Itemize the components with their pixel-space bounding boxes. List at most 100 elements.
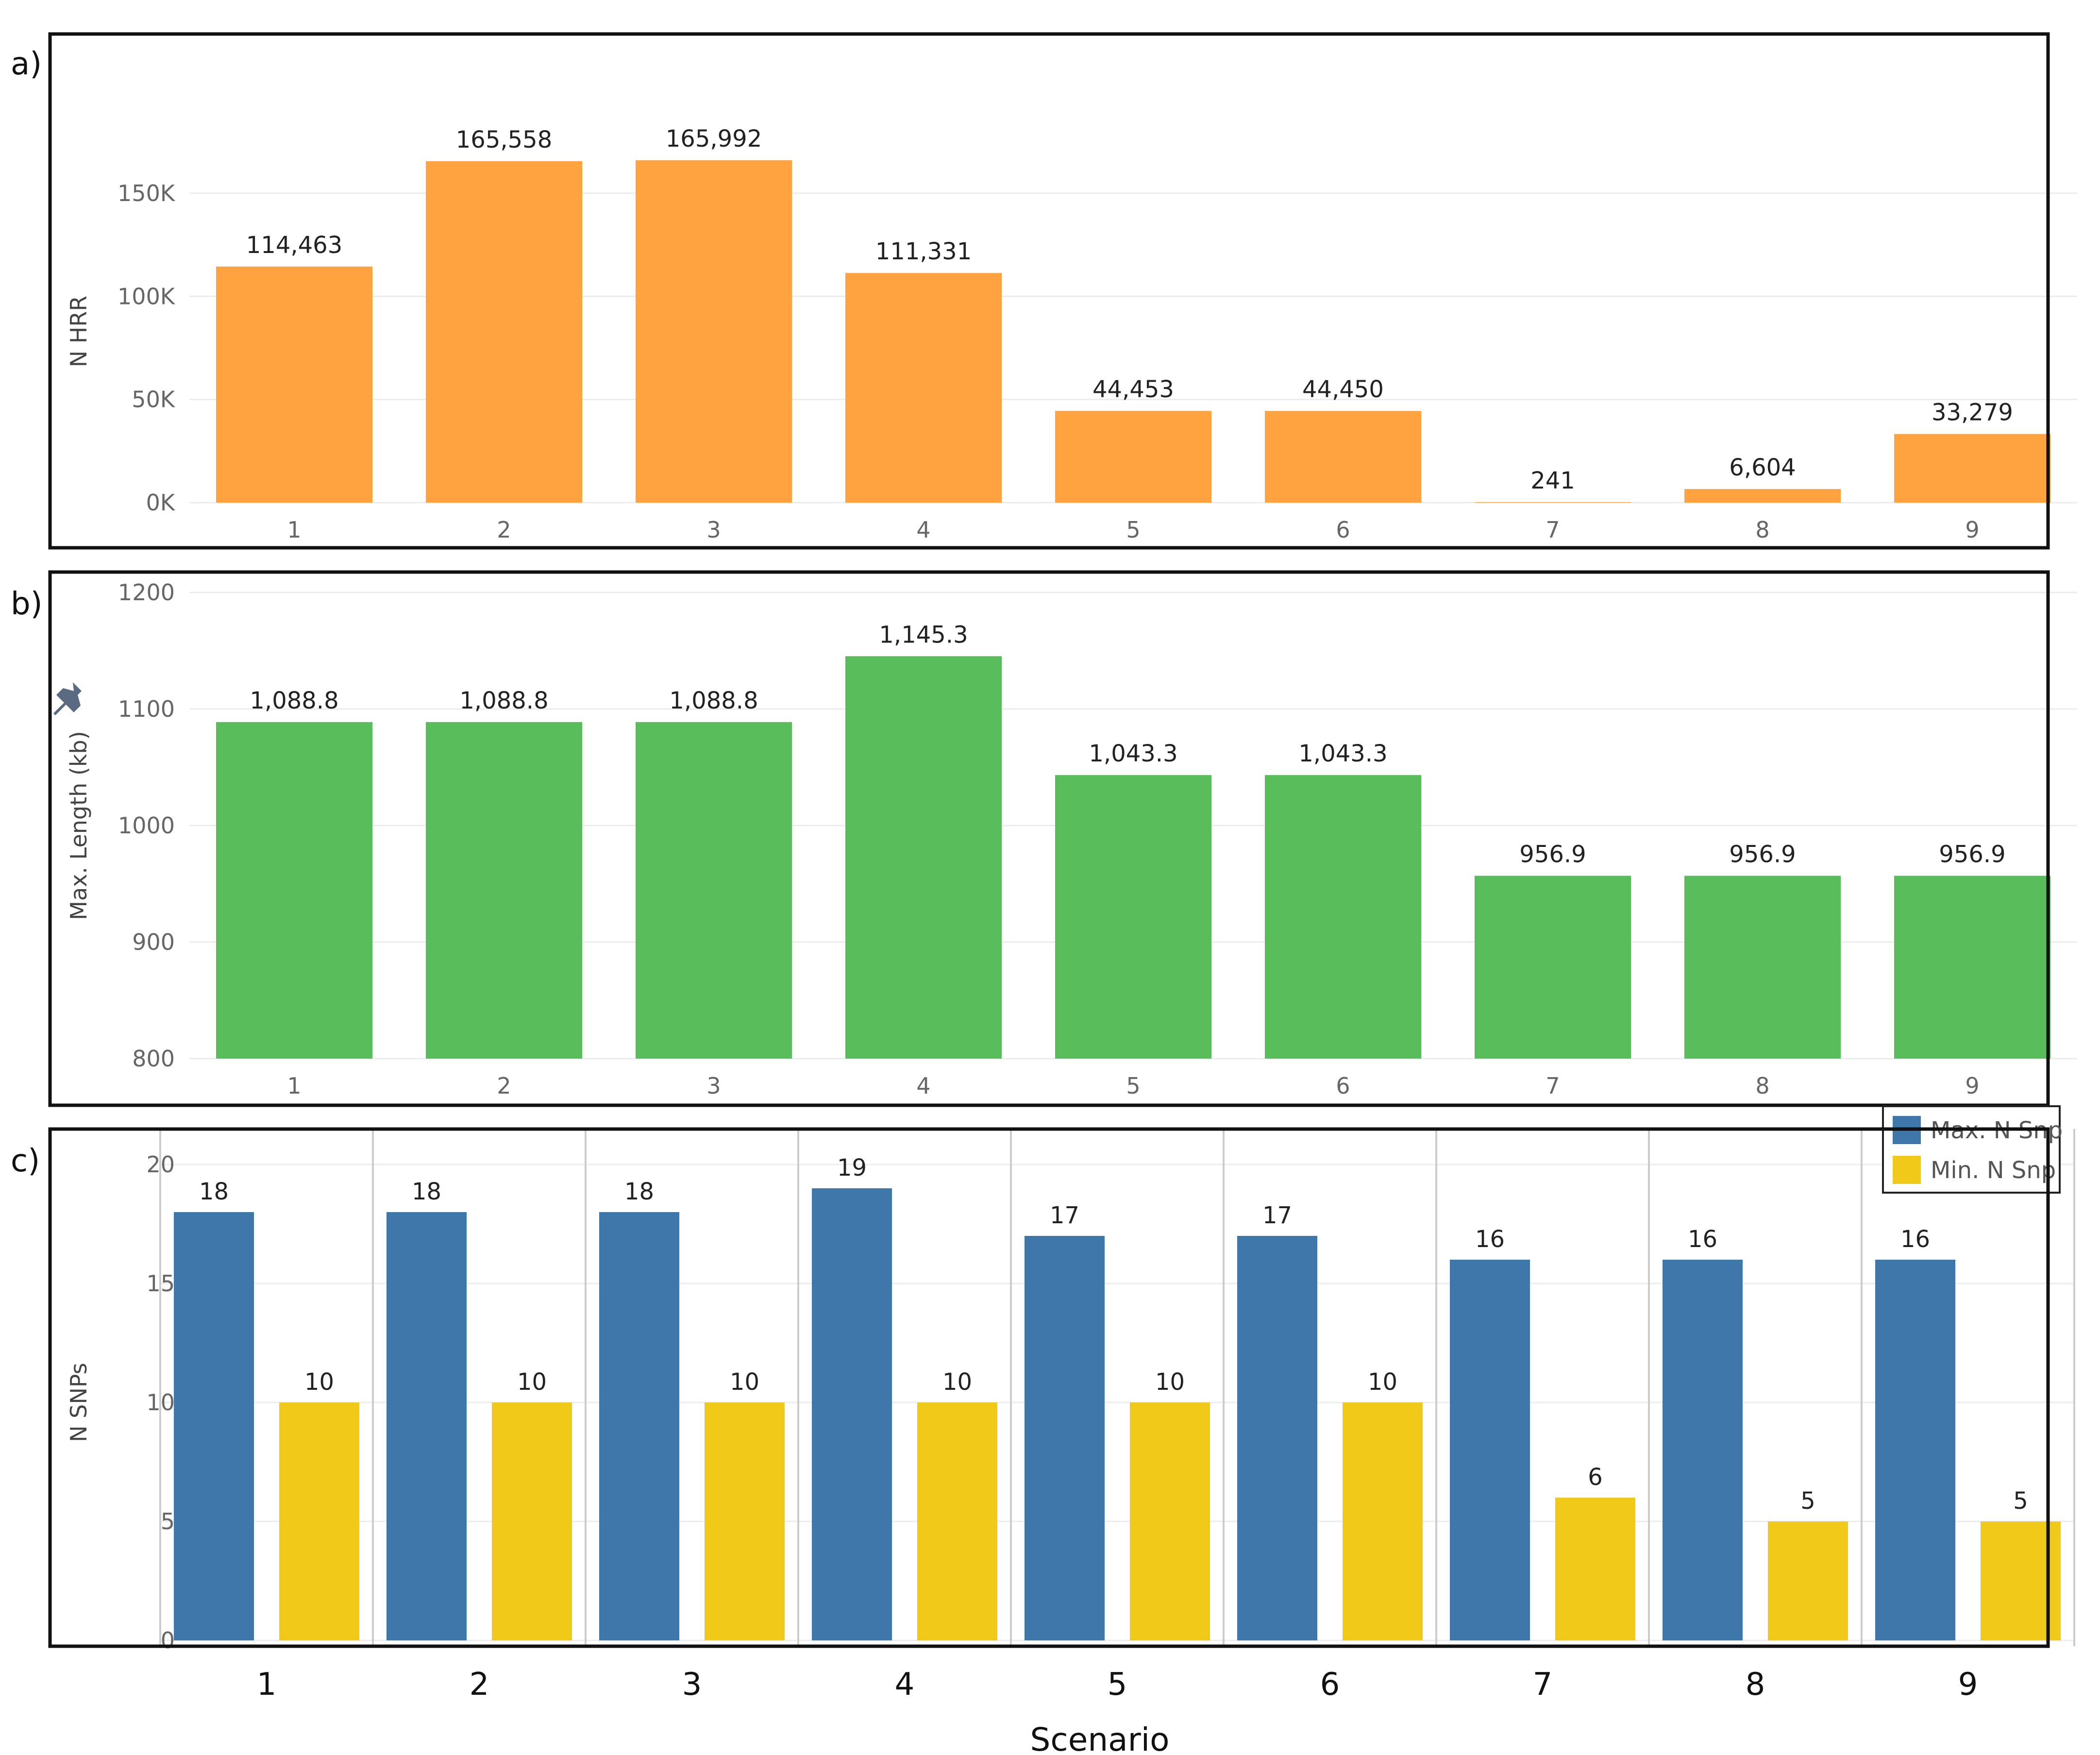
y-tick-label: 10 bbox=[146, 1389, 175, 1416]
x-tick-label: 2 bbox=[497, 517, 511, 543]
y-tick-label: 1000 bbox=[118, 812, 175, 839]
bar-value-label: 1,145.3 bbox=[879, 621, 968, 648]
bar bbox=[1265, 775, 1421, 1059]
bar-value-label: 10 bbox=[1155, 1368, 1185, 1396]
panel-label: c) bbox=[11, 1143, 40, 1179]
y-axis-title: Max. Length (kb) bbox=[66, 731, 92, 920]
bar-value-label: 6,604 bbox=[1729, 454, 1796, 481]
y-tick-label: 15 bbox=[146, 1270, 175, 1297]
bar bbox=[279, 1402, 359, 1640]
bar-value-label: 111,331 bbox=[875, 238, 972, 265]
bar-value-label: 10 bbox=[304, 1368, 334, 1396]
bar-value-label: 16 bbox=[1900, 1226, 1930, 1253]
bar-value-label: 44,450 bbox=[1302, 376, 1384, 403]
bar bbox=[1768, 1521, 1848, 1640]
bar bbox=[845, 656, 1002, 1059]
x-tick-label: 2 bbox=[497, 1073, 511, 1099]
bar-value-label: 44,453 bbox=[1092, 376, 1174, 403]
y-tick-label: 150K bbox=[118, 180, 176, 206]
bar bbox=[1055, 411, 1211, 503]
y-tick-label: 900 bbox=[132, 929, 175, 955]
y-tick-label: 0 bbox=[161, 1627, 175, 1654]
bar-value-label: 17 bbox=[1050, 1202, 1079, 1229]
bar-value-label: 18 bbox=[412, 1178, 441, 1205]
bar bbox=[1130, 1402, 1210, 1640]
y-tick-label: 5 bbox=[161, 1508, 175, 1535]
x-tick-label: 4 bbox=[916, 1073, 930, 1099]
bar bbox=[1663, 1260, 1743, 1640]
x-tick-label: 7 bbox=[1533, 1667, 1553, 1703]
y-tick-label: 100K bbox=[118, 283, 176, 309]
bar bbox=[1875, 1260, 1955, 1640]
bar bbox=[917, 1402, 997, 1640]
legend-label: Min. N Snp bbox=[1931, 1157, 2056, 1184]
bar bbox=[386, 1212, 467, 1640]
x-axis-title: Scenario bbox=[1030, 1721, 1170, 1755]
bar bbox=[1055, 775, 1211, 1059]
bar-value-label: 19 bbox=[837, 1154, 867, 1181]
bar bbox=[1684, 489, 1841, 503]
bar-value-label: 1,043.3 bbox=[1298, 740, 1387, 767]
bar-value-label: 10 bbox=[517, 1368, 547, 1396]
bar-value-label: 6 bbox=[1588, 1464, 1603, 1491]
bar bbox=[636, 722, 792, 1059]
bar bbox=[426, 722, 582, 1059]
bar-value-label: 16 bbox=[1475, 1226, 1505, 1253]
panel-label: b) bbox=[11, 586, 43, 622]
x-tick-label: 3 bbox=[706, 1073, 721, 1099]
panel-frame bbox=[48, 32, 2050, 550]
bar bbox=[1237, 1236, 1317, 1640]
bar-value-label: 10 bbox=[730, 1368, 759, 1396]
bar-value-label: 1,043.3 bbox=[1089, 740, 1177, 767]
bar bbox=[599, 1212, 679, 1640]
x-tick-label: 3 bbox=[706, 517, 721, 543]
bar-value-label: 956.9 bbox=[1729, 841, 1796, 868]
bar-value-label: 5 bbox=[1800, 1487, 1815, 1515]
x-tick-label: 1 bbox=[257, 1667, 277, 1703]
x-tick-label: 8 bbox=[1746, 1667, 1765, 1703]
bar-value-label: 10 bbox=[1368, 1368, 1397, 1396]
x-tick-label: 6 bbox=[1320, 1667, 1340, 1703]
bar-value-label: 18 bbox=[624, 1178, 654, 1205]
y-tick-label: 20 bbox=[146, 1151, 175, 1178]
bar bbox=[216, 722, 372, 1059]
bar bbox=[705, 1402, 785, 1640]
bar bbox=[636, 160, 792, 503]
x-tick-label: 7 bbox=[1546, 517, 1560, 543]
bar bbox=[845, 273, 1002, 503]
y-axis-title: N HRR bbox=[66, 296, 92, 368]
bar-value-label: 114,463 bbox=[246, 232, 343, 259]
x-tick-label: 9 bbox=[1965, 1073, 1979, 1099]
bar-value-label: 1,088.8 bbox=[459, 687, 548, 714]
panel-frame bbox=[48, 1127, 2050, 1648]
y-tick-label: 0K bbox=[146, 489, 176, 516]
bar bbox=[1475, 876, 1631, 1059]
bar bbox=[812, 1188, 892, 1640]
x-tick-label: 3 bbox=[682, 1667, 702, 1703]
panel-label: a) bbox=[11, 46, 42, 82]
bar bbox=[1475, 502, 1631, 503]
legend-swatch bbox=[1893, 1156, 1921, 1184]
x-tick-label: 8 bbox=[1755, 1073, 1769, 1099]
x-tick-label: 1 bbox=[287, 517, 301, 543]
x-tick-label: 6 bbox=[1336, 1073, 1350, 1099]
x-tick-label: 6 bbox=[1336, 517, 1350, 543]
bar-value-label: 165,558 bbox=[456, 126, 553, 153]
bar bbox=[1684, 876, 1841, 1059]
bar bbox=[492, 1402, 572, 1640]
y-tick-label: 800 bbox=[132, 1046, 175, 1072]
bar bbox=[1555, 1498, 1635, 1640]
bar bbox=[1343, 1402, 1423, 1640]
x-tick-label: 9 bbox=[1958, 1667, 1978, 1703]
bar-value-label: 18 bbox=[199, 1178, 229, 1205]
bar-value-label: 956.9 bbox=[1939, 841, 2005, 868]
bar bbox=[1894, 876, 2050, 1059]
bar-value-label: 956.9 bbox=[1519, 841, 1586, 868]
y-tick-label: 1100 bbox=[118, 696, 175, 722]
x-tick-label: 5 bbox=[1108, 1667, 1127, 1703]
bar-value-label: 5 bbox=[2013, 1487, 2028, 1515]
x-tick-label: 9 bbox=[1965, 517, 1979, 543]
bar bbox=[1025, 1236, 1105, 1640]
bar bbox=[1450, 1260, 1530, 1640]
